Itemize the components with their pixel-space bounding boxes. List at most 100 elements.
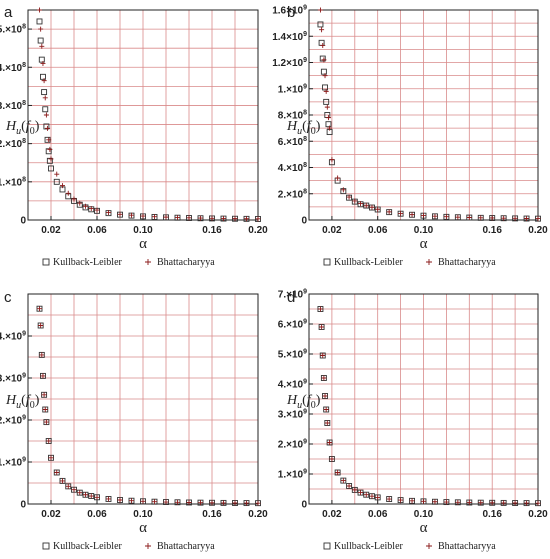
data-point-kullback-leibler	[41, 89, 48, 96]
x-tick-label: 0.06	[87, 509, 107, 520]
data-point-bhattacharyya	[409, 212, 415, 218]
data-point-bhattacharyya	[319, 27, 325, 33]
data-point-bhattacharyya	[140, 498, 146, 504]
data-point-bhattacharyya	[54, 171, 60, 177]
data-point-bhattacharyya	[322, 393, 328, 399]
data-point-bhattacharyya	[175, 499, 180, 505]
panel-letter: c	[4, 289, 12, 306]
legend-label-bhattacharyya: Bhattacharyya	[438, 541, 496, 552]
data-point-bhattacharyya	[512, 500, 518, 506]
x-tick-label: 0.10	[414, 509, 434, 520]
data-point-bhattacharyya	[152, 214, 157, 220]
x-tick-label: 0.20	[248, 509, 268, 520]
panel-letter: d	[287, 289, 295, 306]
data-point-bhattacharyya	[409, 498, 415, 504]
data-point-bhattacharyya	[443, 214, 449, 220]
data-point-bhattacharyya	[324, 420, 330, 426]
y-tick-label: 1.×109	[0, 457, 26, 469]
data-point-bhattacharyya	[42, 407, 48, 412]
data-point-kullback-leibler	[317, 21, 324, 28]
data-point-bhattacharyya	[244, 216, 249, 222]
y-tick-label: 3.×108	[0, 100, 26, 112]
data-point-bhattacharyya	[106, 496, 111, 502]
y-tick-label: 6.×109	[278, 319, 307, 331]
data-point-kullback-leibler	[46, 157, 53, 164]
data-point-bhattacharyya	[320, 353, 326, 358]
data-point-kullback-leibler	[325, 121, 332, 128]
data-point-bhattacharyya	[42, 95, 48, 101]
y-tick-label: 0	[301, 500, 307, 511]
data-point-bhattacharyya	[489, 215, 495, 221]
y-tick-label: 6.×108	[278, 136, 307, 148]
data-point-bhattacharyya	[77, 200, 83, 206]
data-point-bhattacharyya	[221, 215, 226, 221]
x-axis-label: α	[139, 520, 147, 536]
data-point-bhattacharyya	[346, 483, 352, 489]
y-tick-label: 2.×108	[0, 138, 26, 150]
chart-panel-c: c 0 1.×109 2.×109 3.×109 4.×109 0.02 0.06 0.10 0.…	[0, 289, 268, 552]
data-point-kullback-leibler	[36, 18, 43, 25]
legend-label-bhattacharyya: Bhattacharyya	[157, 257, 215, 268]
data-point-bhattacharyya	[43, 112, 49, 118]
y-tick-label: 4.×109	[278, 379, 307, 391]
y-tick-label: 0	[301, 216, 307, 227]
data-point-bhattacharyya	[129, 498, 134, 504]
data-point-bhattacharyya	[340, 187, 346, 193]
data-point-bhattacharyya	[37, 306, 42, 312]
y-tick-label: 7.×109	[278, 289, 307, 301]
data-point-bhattacharyya	[375, 494, 381, 500]
data-point-bhattacharyya	[198, 215, 203, 221]
data-point-bhattacharyya	[317, 306, 323, 312]
data-point-bhattacharyya	[327, 440, 333, 445]
data-point-bhattacharyya	[432, 499, 438, 505]
legend: Kullback-Leibler Bhattacharyya	[42, 257, 215, 268]
data-point-bhattacharyya	[88, 493, 94, 499]
data-point-bhattacharyya	[60, 478, 65, 484]
y-axis-label: Hu(f0)	[286, 393, 321, 411]
y-tick-label: 4.×108	[278, 162, 307, 174]
legend-label-kullback-leibler: Kullback-Leibler	[53, 541, 123, 552]
data-point-bhattacharyya	[244, 500, 249, 506]
data-point-bhattacharyya	[335, 470, 341, 475]
y-tick-label: 3.×109	[278, 409, 307, 421]
data-point-bhattacharyya	[478, 215, 484, 221]
data-point-bhattacharyya	[375, 206, 381, 212]
data-point-bhattacharyya	[37, 7, 42, 13]
data-point-bhattacharyya	[489, 500, 495, 506]
legend-marker-kullback-leibler	[323, 258, 331, 266]
data-point-bhattacharyya	[152, 499, 157, 505]
data-point-kullback-leibler	[318, 39, 325, 46]
data-point-kullback-leibler	[37, 37, 44, 44]
x-tick-label: 0.16	[202, 225, 222, 236]
data-point-kullback-leibler	[40, 73, 46, 80]
data-point-bhattacharyya	[346, 194, 352, 200]
data-point-bhattacharyya	[65, 190, 71, 196]
data-point-bhattacharyya	[94, 494, 100, 500]
y-axis-label: Hu(f0)	[286, 119, 321, 137]
y-tick-label: 1.×109	[278, 469, 307, 481]
data-point-bhattacharyya	[323, 407, 329, 412]
data-point-bhattacharyya	[54, 470, 60, 475]
data-point-bhattacharyya	[46, 438, 52, 444]
data-point-bhattacharyya	[421, 498, 426, 504]
x-tick-label: 0.06	[368, 225, 388, 236]
data-point-bhattacharyya	[117, 497, 123, 503]
data-point-bhattacharyya	[117, 211, 123, 217]
data-point-bhattacharyya	[41, 78, 47, 84]
x-axis-label: α	[420, 236, 428, 252]
y-tick-label: 2.×109	[0, 415, 26, 427]
chart-panel-a: a 0 1.×108 2.×108 3.×108 4.×108 5.×108 0.02 0.06…	[0, 4, 268, 268]
data-point-bhattacharyya	[335, 175, 341, 181]
data-point-bhattacharyya	[501, 215, 507, 221]
data-point-bhattacharyya	[209, 215, 215, 221]
data-point-bhattacharyya	[512, 215, 518, 221]
data-point-bhattacharyya	[71, 196, 77, 202]
data-point-bhattacharyya	[186, 215, 192, 221]
data-point-bhattacharyya	[106, 210, 111, 216]
y-tick-label: 1.×108	[0, 176, 26, 188]
data-point-bhattacharyya	[65, 483, 71, 489]
legend-marker-bhattacharyya	[145, 543, 151, 549]
y-tick-label: 2.×109	[278, 439, 307, 451]
data-point-bhattacharyya	[46, 137, 52, 143]
legend: Kullback-Leibler Bhattacharyya	[323, 541, 496, 552]
